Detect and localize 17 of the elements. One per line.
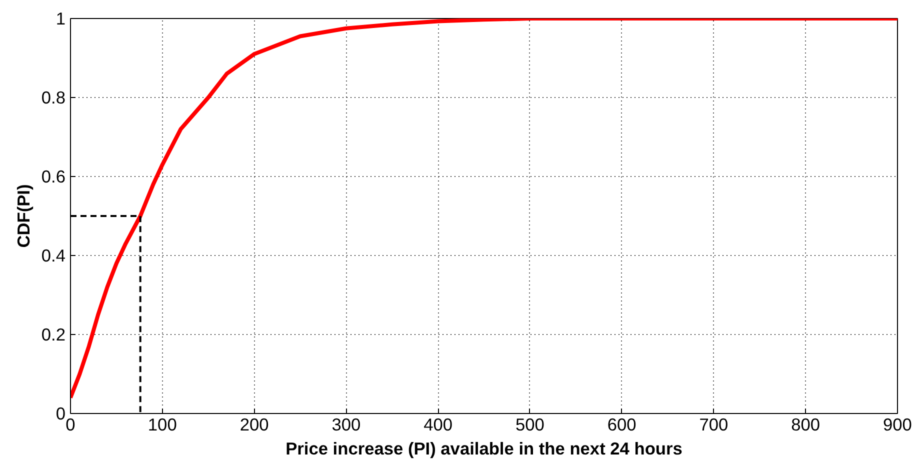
y-tick-label: 0.8 [41,88,66,108]
y-tick-label: 0.4 [41,246,66,266]
y-axis-title: CDF(PI) [13,184,34,248]
y-tick-label: 0.2 [41,324,66,344]
x-tick-label: 500 [515,414,544,434]
x-tick-label: 200 [240,414,269,434]
x-tick-label: 700 [699,414,728,434]
x-axis-title: Price increase (PI) available in the next 24 hours [286,438,682,458]
x-tick-label: 400 [424,414,453,434]
line-series [70,18,898,400]
y-tick-label: 0.6 [41,166,66,186]
y-tick-label: 1 [56,8,66,28]
x-tick-label: 300 [332,414,361,434]
x-tick-label: 100 [148,414,177,434]
x-tick-label: 600 [607,414,636,434]
x-tick-label: 800 [791,414,820,434]
x-tick-label: 900 [883,414,912,434]
